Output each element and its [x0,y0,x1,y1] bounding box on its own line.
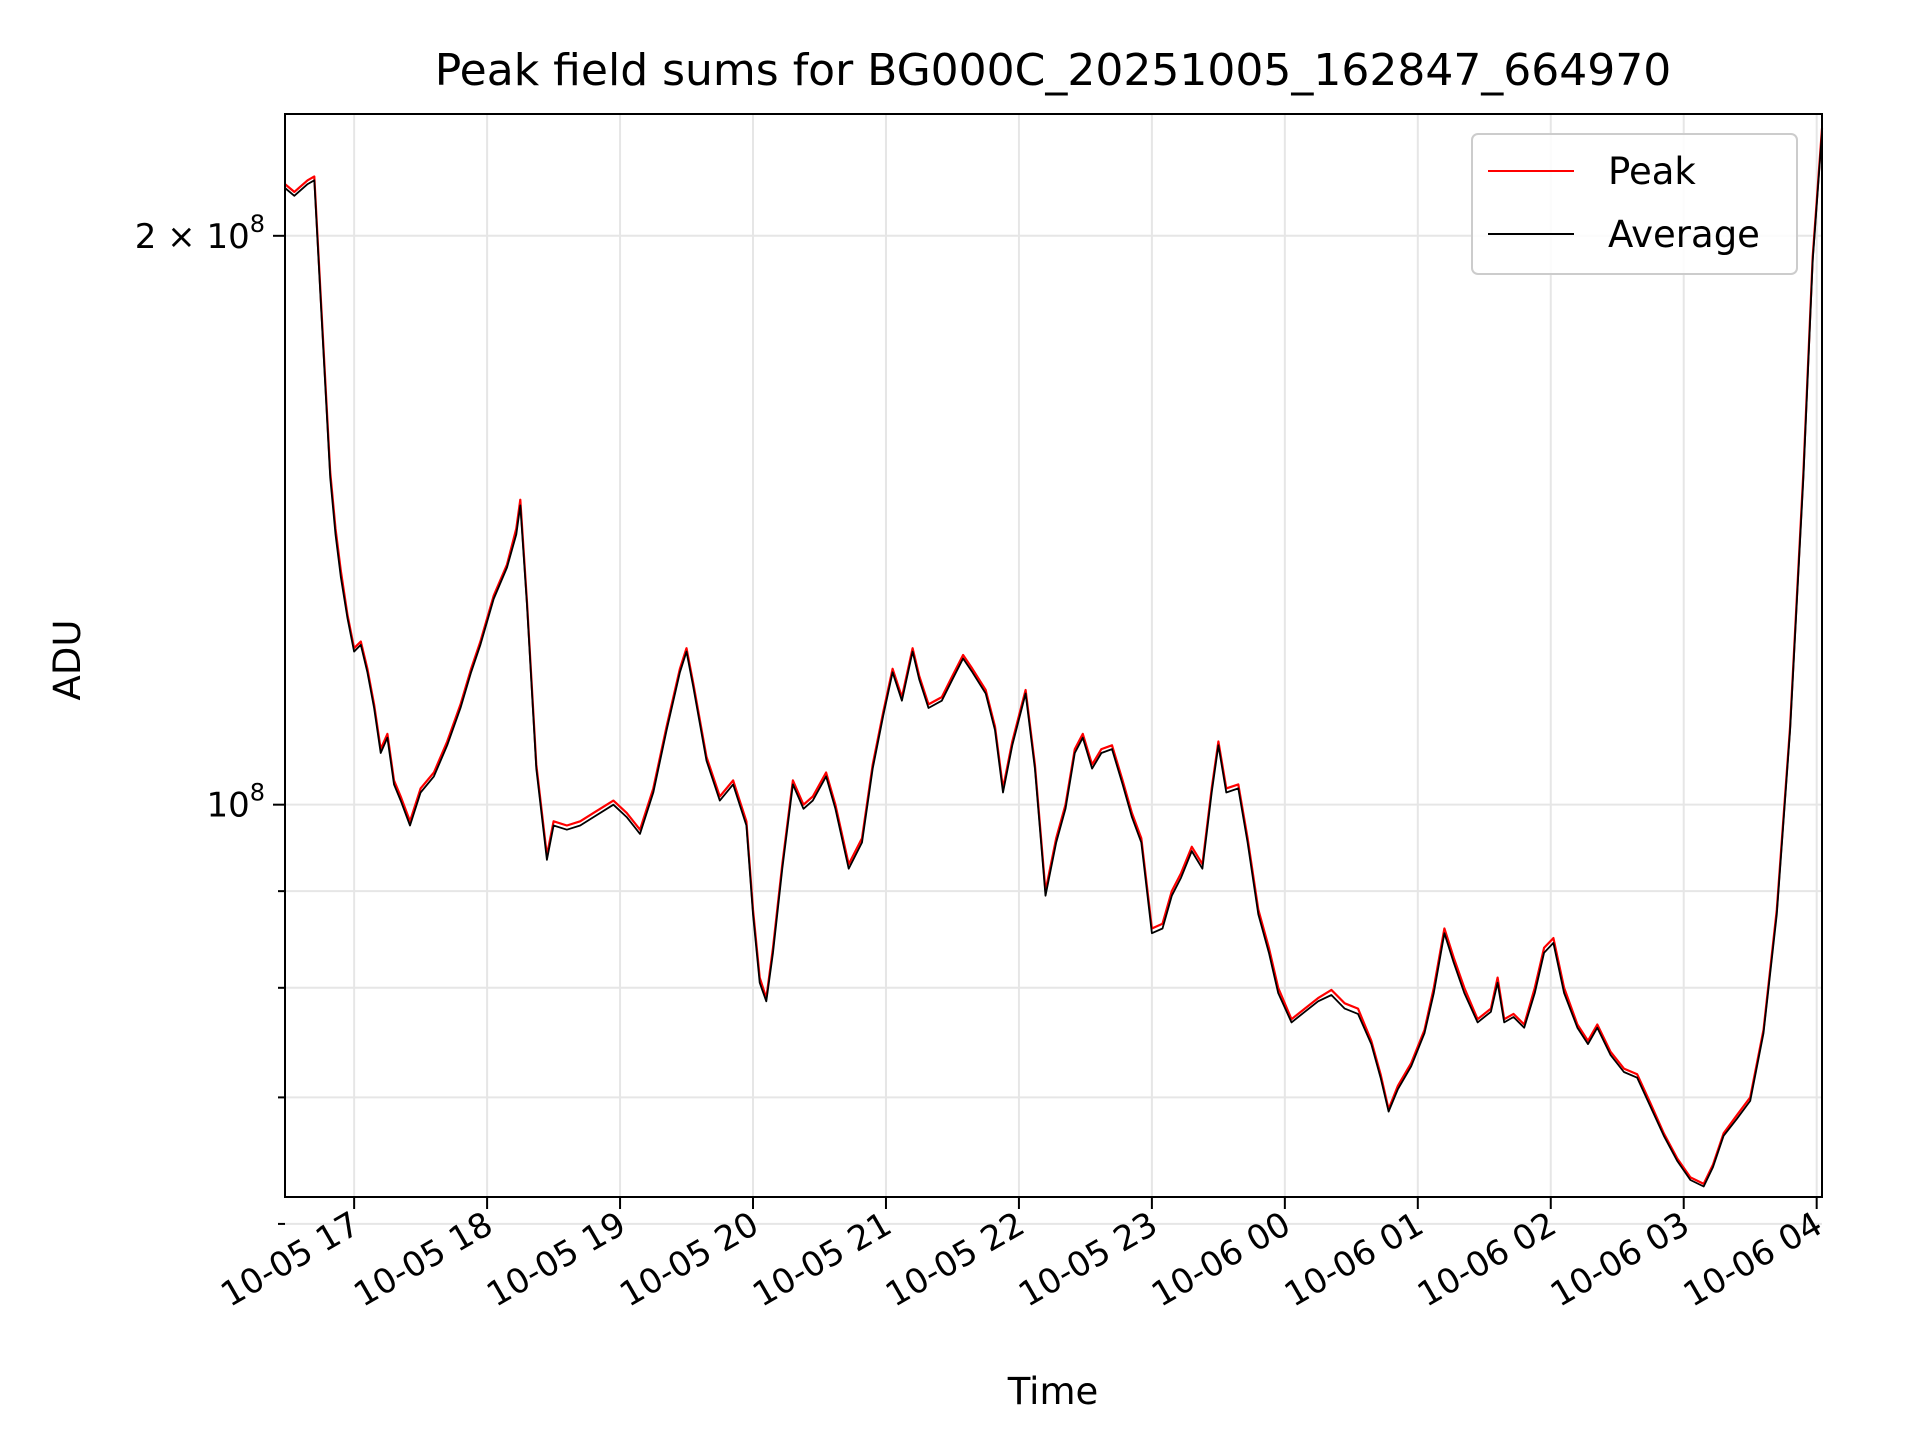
x-axis-label: Time [1007,1370,1099,1413]
legend-box [1471,133,1798,275]
plot-frame [284,113,1823,1198]
series-line-average [284,131,1823,1188]
grid [285,114,1822,1225]
legend: Peak Average [1471,133,1798,275]
series-line-peak [284,128,1824,1185]
chart-title: Peak field sums for BG000C_20251005_1628… [435,45,1672,96]
y-tick-label: 2 × 108 [135,210,265,257]
y-axis-label: ADU [46,620,89,701]
legend-average-label: Average [1608,213,1760,256]
y-tick-label: 108 [206,779,265,826]
legend-peak-label: Peak [1608,150,1696,193]
series-layer [284,128,1824,1188]
